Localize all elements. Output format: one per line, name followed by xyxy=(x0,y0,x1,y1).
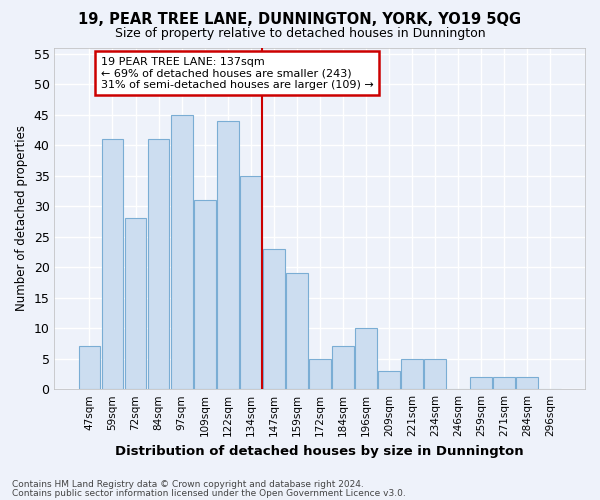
Bar xyxy=(493,377,515,389)
Y-axis label: Number of detached properties: Number of detached properties xyxy=(15,126,28,312)
Text: 19 PEAR TREE LANE: 137sqm
← 69% of detached houses are smaller (243)
31% of semi: 19 PEAR TREE LANE: 137sqm ← 69% of detac… xyxy=(101,56,374,90)
Bar xyxy=(309,358,331,389)
Bar xyxy=(332,346,353,389)
Bar xyxy=(470,377,492,389)
Bar xyxy=(378,371,400,389)
Bar xyxy=(217,120,239,389)
Text: 19, PEAR TREE LANE, DUNNINGTON, YORK, YO19 5QG: 19, PEAR TREE LANE, DUNNINGTON, YORK, YO… xyxy=(79,12,521,28)
Bar xyxy=(424,358,446,389)
Bar xyxy=(355,328,377,389)
Bar xyxy=(263,249,284,389)
Bar xyxy=(148,139,169,389)
Text: Contains HM Land Registry data © Crown copyright and database right 2024.: Contains HM Land Registry data © Crown c… xyxy=(12,480,364,489)
X-axis label: Distribution of detached houses by size in Dunnington: Distribution of detached houses by size … xyxy=(115,444,524,458)
Bar xyxy=(286,274,308,389)
Bar xyxy=(170,114,193,389)
Bar xyxy=(79,346,100,389)
Text: Contains public sector information licensed under the Open Government Licence v3: Contains public sector information licen… xyxy=(12,488,406,498)
Bar xyxy=(194,200,215,389)
Text: Size of property relative to detached houses in Dunnington: Size of property relative to detached ho… xyxy=(115,28,485,40)
Bar xyxy=(240,176,262,389)
Bar xyxy=(101,139,124,389)
Bar xyxy=(516,377,538,389)
Bar xyxy=(401,358,423,389)
Bar xyxy=(125,218,146,389)
